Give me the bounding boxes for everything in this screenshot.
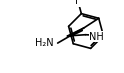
Text: H₂N: H₂N xyxy=(35,38,54,48)
Text: F: F xyxy=(75,0,81,6)
Text: NH: NH xyxy=(89,32,104,42)
